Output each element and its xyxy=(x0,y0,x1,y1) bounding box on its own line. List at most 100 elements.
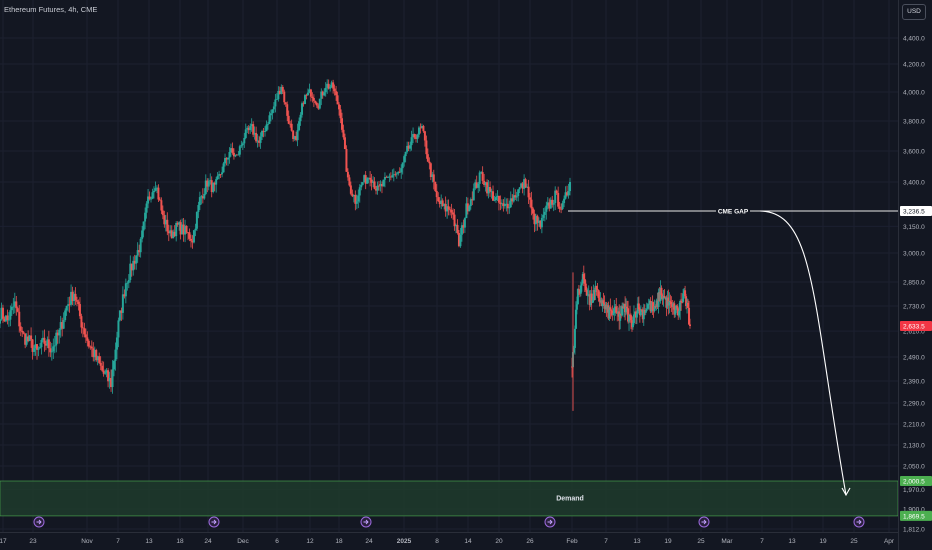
candle-body xyxy=(502,203,505,207)
x-tick-label: Dec xyxy=(237,538,249,545)
candle-body xyxy=(566,192,569,196)
candle-body xyxy=(563,198,566,204)
candle-body xyxy=(292,130,295,139)
x-tick-label: 18 xyxy=(176,538,184,545)
candle-body xyxy=(521,183,524,189)
candle-body xyxy=(463,218,466,228)
candle-body xyxy=(450,209,453,213)
candle-body xyxy=(247,127,250,131)
x-tick-label: Mar xyxy=(721,538,733,545)
candle-body xyxy=(324,87,327,93)
x-tick-label: 2025 xyxy=(397,538,412,545)
event-marker-icon[interactable] xyxy=(544,516,556,528)
candle-body xyxy=(417,127,420,135)
candle-body xyxy=(477,183,480,188)
candle-body xyxy=(305,95,308,96)
x-tick-label: 25 xyxy=(697,538,705,545)
candle-body xyxy=(575,304,578,310)
x-tick-label: 17 xyxy=(0,538,7,545)
candle-body xyxy=(503,203,506,207)
candle-body xyxy=(169,230,172,234)
event-marker-icon[interactable] xyxy=(33,516,45,528)
candle-body xyxy=(210,180,213,193)
candle-body xyxy=(142,221,145,231)
candle-body xyxy=(602,300,605,304)
time-axis[interactable]: 17 23 Nov 7 13 18 24 Dec 6 12 18 24 2025 8 14 20 26 Feb 7 1… xyxy=(0,538,895,545)
candle-body xyxy=(237,154,240,156)
candle-body xyxy=(269,113,272,116)
candle-body xyxy=(221,172,224,175)
candle-body xyxy=(157,187,160,200)
candle-body xyxy=(64,310,67,321)
candle-body xyxy=(301,103,304,115)
candle-body xyxy=(38,347,41,349)
y-tick-label: 2,050.0 xyxy=(903,464,925,471)
candle-body xyxy=(407,145,410,149)
candle-body xyxy=(583,279,586,284)
event-marker-icon[interactable] xyxy=(698,516,710,528)
candle-body xyxy=(234,154,237,157)
candle-body xyxy=(259,136,262,143)
candle-body xyxy=(680,300,683,302)
candle-body xyxy=(258,140,261,143)
candle-body xyxy=(531,208,534,214)
candle-body xyxy=(567,191,570,196)
event-markers[interactable] xyxy=(33,516,865,528)
candle-body xyxy=(320,91,323,99)
candle-body xyxy=(505,203,508,205)
candle-body xyxy=(158,199,161,201)
candle-body xyxy=(534,215,537,225)
currency-button[interactable]: USD xyxy=(902,4,926,20)
candle-body xyxy=(376,185,379,191)
candle-body xyxy=(481,172,484,181)
candle-body xyxy=(574,309,577,329)
x-tick-label: 13 xyxy=(145,538,153,545)
y-tick-label: 4,200.0 xyxy=(903,62,925,69)
candle-body xyxy=(349,185,352,194)
candle-body xyxy=(197,205,200,213)
candle-body xyxy=(132,260,135,271)
candle-body xyxy=(127,279,130,283)
candle-body xyxy=(30,335,33,340)
candle-body xyxy=(449,209,452,211)
price-axis[interactable]: 1,812.0 1,900.0 1,970.0 2,050.0 2,130.0 2,210… xyxy=(903,36,925,534)
candle-body xyxy=(90,346,93,349)
candle-body xyxy=(653,306,656,311)
candle-body xyxy=(573,328,576,348)
demand-zone xyxy=(0,480,899,517)
candle-body xyxy=(440,200,443,204)
candle-body xyxy=(3,318,6,322)
candle-body xyxy=(1,307,4,319)
candle-body xyxy=(397,171,400,174)
candle-body xyxy=(151,192,154,199)
candle-body xyxy=(651,302,654,311)
candle-body xyxy=(191,240,194,243)
x-tick-label: 14 xyxy=(464,538,472,545)
event-marker-icon[interactable] xyxy=(208,516,220,528)
candle-body xyxy=(178,222,181,225)
price-tag-label: 2,000.5 xyxy=(903,478,925,485)
candle-body xyxy=(314,100,317,103)
candle-body xyxy=(52,346,55,352)
candle-body xyxy=(595,285,598,290)
candle-body xyxy=(472,188,475,201)
event-marker-icon[interactable] xyxy=(853,516,865,528)
price-axis-bg xyxy=(898,0,932,532)
candle-body xyxy=(524,179,527,188)
candle-body xyxy=(373,181,376,189)
candle-body xyxy=(447,206,450,210)
x-tick-label: 23 xyxy=(29,538,37,545)
price-tags: 3,236.5 2,633.5 2,000.5 1,869.5 xyxy=(900,206,932,521)
candle-body xyxy=(542,214,545,218)
candle-body xyxy=(123,294,126,297)
candle-body xyxy=(155,187,158,189)
candle-body xyxy=(150,198,153,200)
candle-body xyxy=(272,106,275,110)
event-marker-icon[interactable] xyxy=(360,516,372,528)
y-tick-label: 2,730.0 xyxy=(903,304,925,311)
candle-body xyxy=(545,205,548,212)
candle-body xyxy=(689,324,691,326)
candle-body xyxy=(198,197,201,206)
time-axis-bg xyxy=(0,532,932,550)
